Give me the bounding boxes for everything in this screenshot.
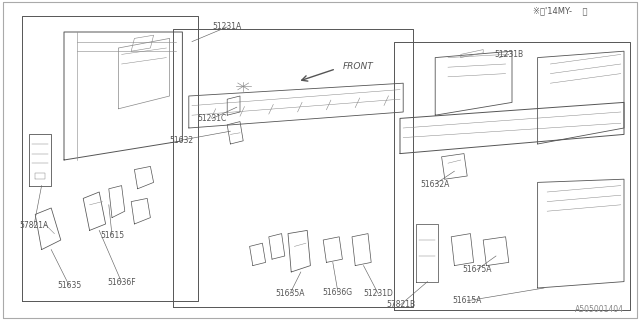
Text: 51675A: 51675A	[462, 265, 492, 274]
Text: FRONT: FRONT	[342, 62, 373, 71]
Text: 51615A: 51615A	[452, 296, 482, 305]
Text: 51231C: 51231C	[198, 114, 227, 123]
Text: 51231A: 51231A	[212, 22, 242, 31]
Text: 51636G: 51636G	[323, 288, 353, 297]
Text: 51636F: 51636F	[108, 278, 136, 287]
Text: 51635A: 51635A	[275, 289, 305, 298]
Text: 51231D: 51231D	[364, 289, 393, 298]
Text: 51231B: 51231B	[494, 50, 524, 59]
Text: 51635: 51635	[57, 281, 81, 290]
Text: 51632: 51632	[169, 136, 193, 145]
Text: 51615: 51615	[100, 231, 124, 240]
Text: 57821A: 57821A	[19, 221, 49, 230]
Text: ※（'14MY-    ）: ※（'14MY- ）	[532, 7, 588, 16]
Text: 51632A: 51632A	[420, 180, 450, 188]
Text: A505001404: A505001404	[575, 305, 624, 314]
Text: 57821B: 57821B	[386, 300, 415, 309]
